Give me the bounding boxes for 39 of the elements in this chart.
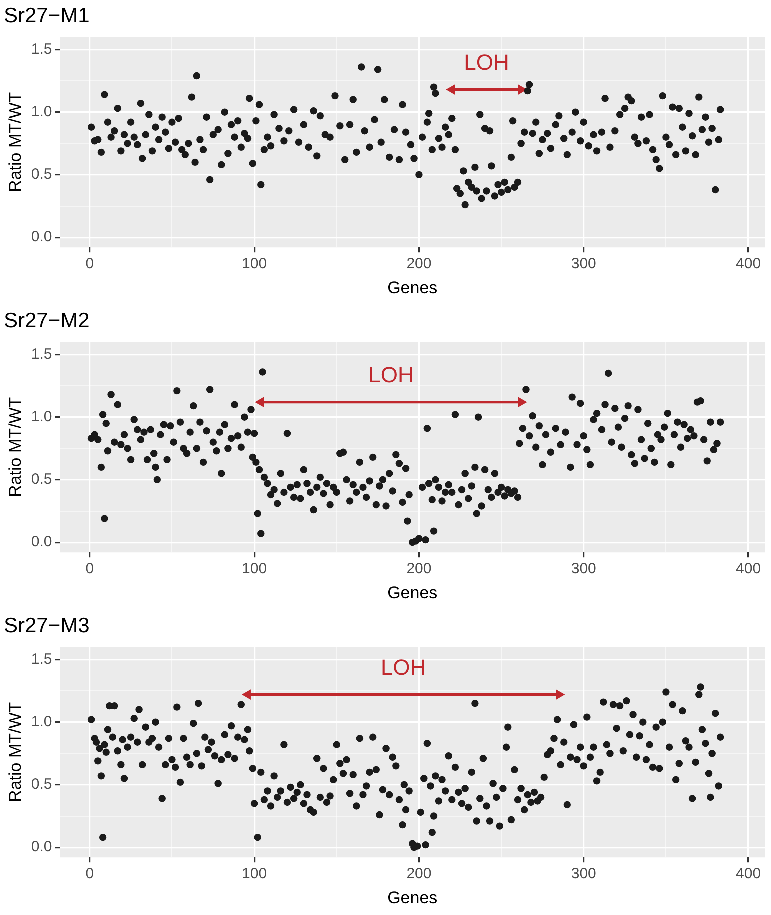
y-tick-label: 1.0 bbox=[31, 103, 52, 120]
x-tick-label: 0 bbox=[86, 866, 94, 883]
x-tick-label: 0 bbox=[86, 256, 94, 273]
x-tick-label: 400 bbox=[736, 256, 762, 273]
x-tick-label: 100 bbox=[242, 866, 268, 883]
x-tick-label: 200 bbox=[406, 560, 432, 578]
y-tick-label: 1.0 bbox=[31, 408, 52, 426]
y-axis-title: Ratio MT/WT bbox=[6, 92, 25, 192]
x-tick-label: 100 bbox=[242, 256, 268, 273]
y-axis-title: Ratio MT/WT bbox=[6, 397, 25, 498]
y-tick-label: 1.5 bbox=[31, 650, 52, 668]
x-tick-label: 200 bbox=[406, 256, 432, 273]
x-tick-label: 0 bbox=[86, 560, 94, 578]
x-tick-label: 100 bbox=[242, 560, 268, 578]
annotation: LOH bbox=[464, 50, 510, 75]
y-tick-label: 0.0 bbox=[31, 534, 52, 551]
x-tick-label: 400 bbox=[736, 866, 762, 883]
y-tick-label: 0.0 bbox=[31, 228, 52, 246]
x-axis-title: Genes bbox=[388, 278, 438, 298]
annotation: LOH bbox=[380, 654, 426, 680]
y-tick-label: 0.0 bbox=[31, 838, 52, 856]
chart-title: Sr27−M3 bbox=[4, 614, 90, 638]
y-tick-label: 1.5 bbox=[31, 346, 52, 363]
x-axis-title: Genes bbox=[388, 583, 438, 602]
x-tick-label: 300 bbox=[571, 866, 596, 883]
y-tick-label: 0.5 bbox=[31, 166, 52, 184]
chart-title: Sr27−M2 bbox=[4, 309, 90, 332]
x-tick-label: 300 bbox=[571, 560, 596, 578]
annotation: LOH bbox=[368, 362, 414, 388]
y-tick-label: 1.5 bbox=[31, 40, 52, 58]
chart-title: Sr27−M1 bbox=[4, 4, 90, 28]
y-tick-label: 0.5 bbox=[31, 471, 52, 488]
x-tick-label: 400 bbox=[736, 560, 762, 578]
x-tick-label: 300 bbox=[571, 256, 596, 273]
y-tick-label: 1.0 bbox=[31, 713, 52, 730]
x-tick-label: 200 bbox=[406, 866, 432, 883]
y-axis-title: Ratio MT/WT bbox=[6, 702, 25, 802]
y-tick-label: 0.5 bbox=[31, 776, 52, 794]
x-axis-title: Genes bbox=[388, 888, 438, 908]
